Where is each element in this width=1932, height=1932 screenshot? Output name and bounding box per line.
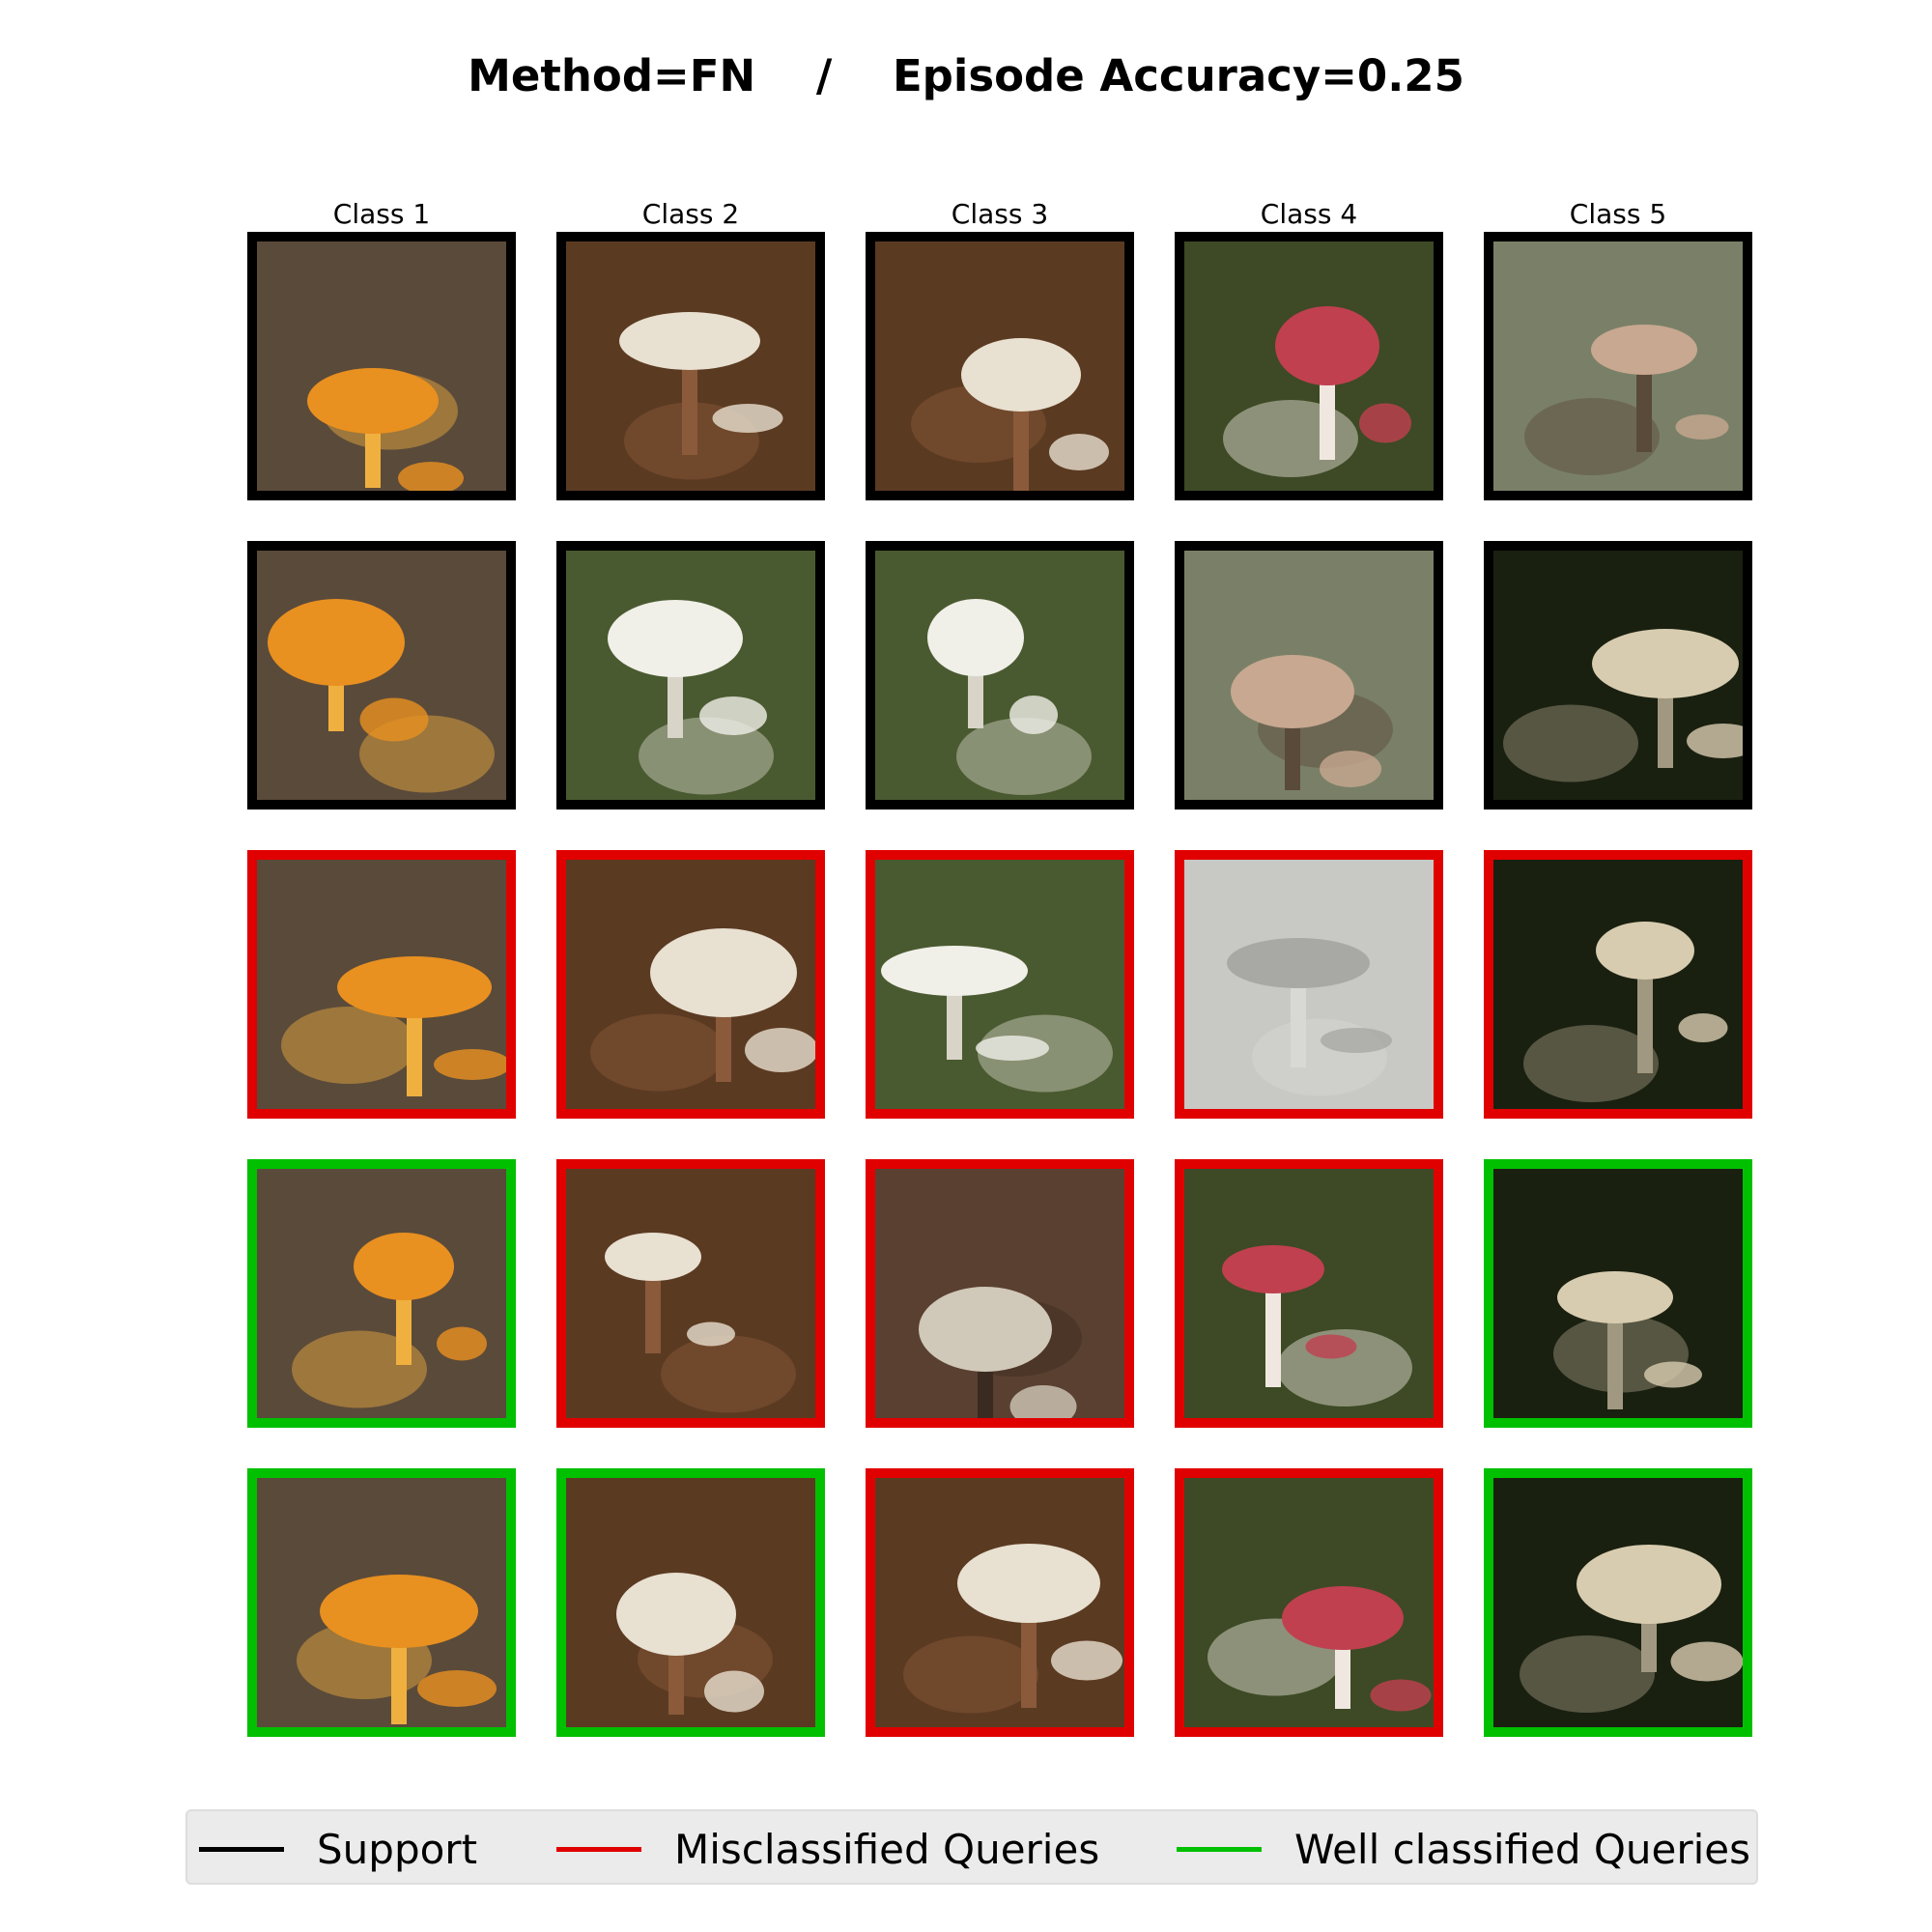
query-image-orange-rosette-fungus xyxy=(247,1159,516,1428)
method-label: Method=FN xyxy=(468,50,756,101)
query-image-spotted-amanita xyxy=(556,850,825,1119)
legend-line-misclassified xyxy=(556,1846,641,1852)
support-image-white-amanita-among-ivy xyxy=(866,232,1134,500)
support-image-orange-shelf-fungus xyxy=(247,232,516,500)
column-header-class-1: Class 1 xyxy=(332,198,431,230)
query-image-white-amanitas-in-grass xyxy=(866,1468,1134,1737)
column-header-class-3: Class 3 xyxy=(951,198,1049,230)
legend-item-well-classified: Well classified Queries xyxy=(1177,1811,1750,1887)
legend-item-misclassified: Misclassified Queries xyxy=(556,1811,1099,1887)
query-image-orange-cauliflower-fungus xyxy=(247,1468,516,1737)
query-image-pale-fungi-on-moss xyxy=(1484,1468,1752,1737)
figure-title: Method=FN / Episode Accuracy=0.25 xyxy=(0,50,1932,101)
column-header-class-2: Class 2 xyxy=(641,198,740,230)
legend-item-support: Support xyxy=(199,1811,477,1887)
legend-label-well-classified: Well classified Queries xyxy=(1294,1825,1751,1873)
legend-label-support: Support xyxy=(317,1825,478,1873)
query-image-tan-bracket-fungus xyxy=(247,850,516,1119)
query-image-small-mushroom-on-white xyxy=(866,850,1134,1119)
query-image-pink-russula xyxy=(1175,1159,1443,1428)
support-image-red-russula-and-white-mushroom xyxy=(1175,232,1443,500)
query-image-red-russula-pair xyxy=(1175,1468,1443,1737)
column-header-class-4: Class 4 xyxy=(1260,198,1358,230)
support-image-white-cap-mushroom-in-grass xyxy=(866,541,1134,810)
query-image-spotted-brown-amanita xyxy=(556,1159,825,1428)
support-image-mushroom-with-ruler xyxy=(1175,541,1443,810)
support-image-amanita-in-leaves xyxy=(556,232,825,500)
support-image-specimens-on-green-board xyxy=(1484,232,1752,500)
support-image-white-coral-fungus xyxy=(1484,541,1752,810)
column-header-class-5: Class 5 xyxy=(1569,198,1667,230)
support-image-white-ragged-mushroom xyxy=(556,541,825,810)
query-image-mushroom-on-wood xyxy=(866,1159,1134,1428)
legend-line-support xyxy=(199,1846,284,1852)
legend-label-misclassified: Misclassified Queries xyxy=(674,1825,1100,1873)
query-image-microscope-hyphae xyxy=(1175,850,1443,1119)
legend-line-well-classified xyxy=(1177,1846,1262,1852)
legend: Support Misclassified Queries Well class… xyxy=(185,1809,1758,1885)
query-image-amanita-stem-in-grass xyxy=(556,1468,825,1737)
query-image-white-fungi-in-moss xyxy=(1484,1159,1752,1428)
support-image-orange-bracket-fungus xyxy=(247,541,516,810)
query-image-pale-cluster-mushrooms xyxy=(1484,850,1752,1119)
accuracy-label: Episode Accuracy=0.25 xyxy=(892,50,1464,101)
title-separator: / xyxy=(815,50,833,101)
